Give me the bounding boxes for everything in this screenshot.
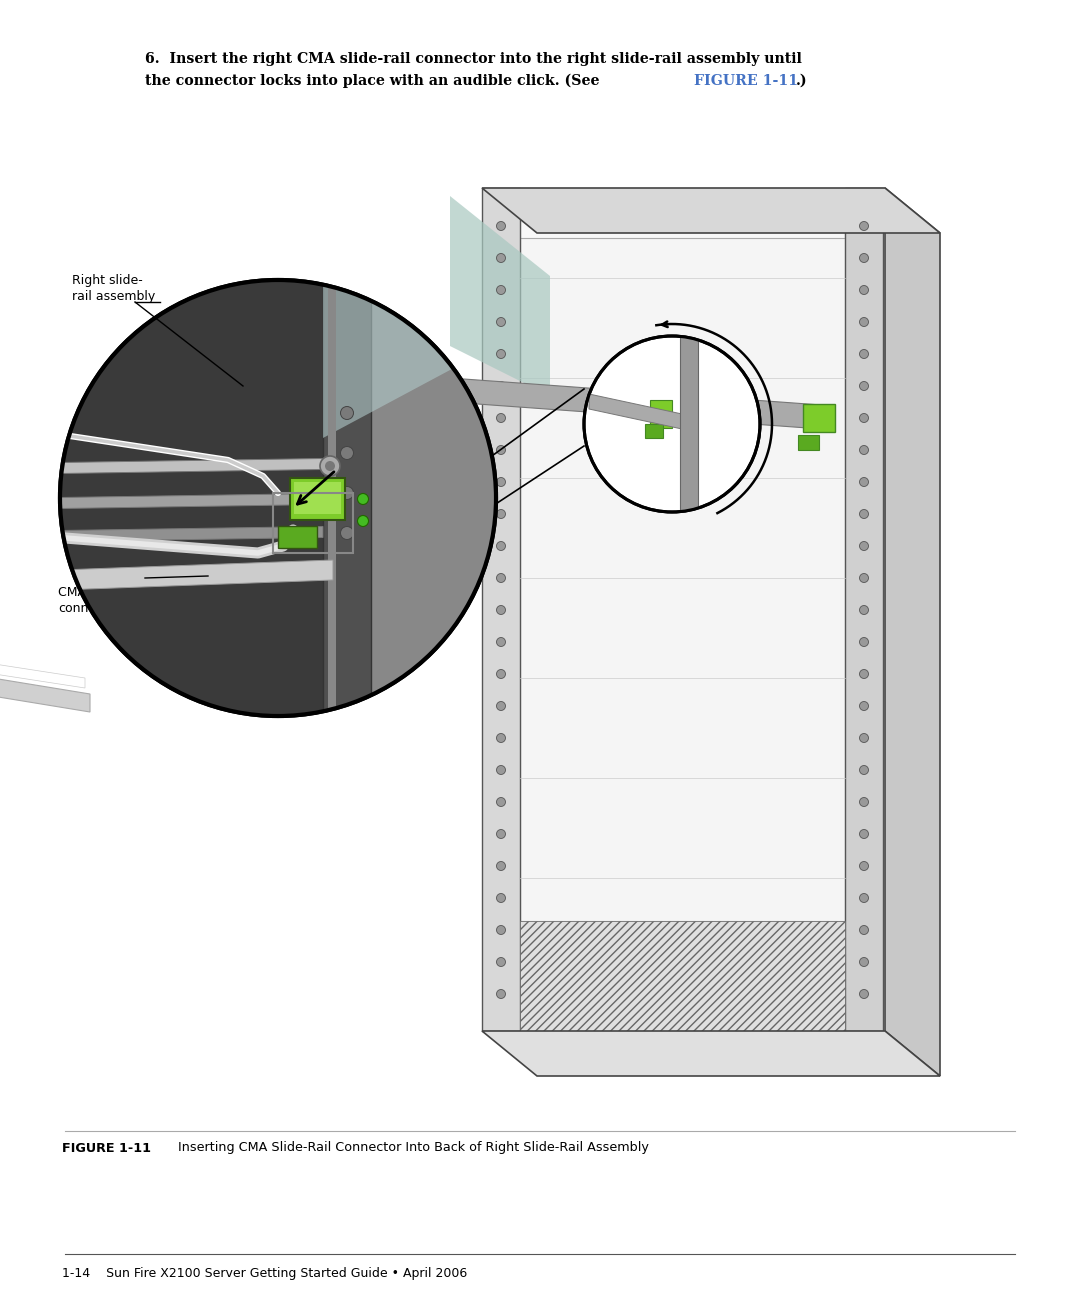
Circle shape bbox=[860, 542, 868, 551]
Polygon shape bbox=[60, 526, 323, 542]
Bar bbox=[294, 482, 341, 515]
Circle shape bbox=[497, 222, 505, 231]
Bar bbox=[645, 424, 663, 438]
Bar bbox=[680, 336, 698, 512]
Circle shape bbox=[860, 766, 868, 775]
Circle shape bbox=[860, 925, 868, 934]
Circle shape bbox=[497, 285, 505, 294]
Circle shape bbox=[497, 509, 505, 518]
Text: Right slide-
rail assembly: Right slide- rail assembly bbox=[72, 273, 156, 303]
Circle shape bbox=[860, 797, 868, 806]
Circle shape bbox=[860, 862, 868, 871]
Polygon shape bbox=[395, 375, 835, 430]
Circle shape bbox=[860, 893, 868, 902]
Bar bbox=[278, 526, 316, 548]
Circle shape bbox=[497, 734, 505, 743]
Circle shape bbox=[497, 318, 505, 327]
Polygon shape bbox=[519, 188, 845, 1032]
Polygon shape bbox=[482, 1032, 940, 1076]
Circle shape bbox=[497, 670, 505, 679]
Text: FIGURE 1-11: FIGURE 1-11 bbox=[693, 74, 798, 88]
Text: CMA slide-rail
connector: CMA slide-rail connector bbox=[58, 586, 144, 616]
Circle shape bbox=[860, 605, 868, 614]
Circle shape bbox=[860, 958, 868, 967]
Bar bbox=[328, 280, 336, 715]
Polygon shape bbox=[482, 188, 519, 1032]
Circle shape bbox=[497, 381, 505, 390]
Circle shape bbox=[497, 797, 505, 806]
Text: Inserting CMA Slide-Rail Connector Into Back of Right Slide-Rail Assembly: Inserting CMA Slide-Rail Connector Into … bbox=[170, 1142, 649, 1155]
Circle shape bbox=[860, 990, 868, 998]
Bar bbox=[798, 434, 819, 450]
Bar bbox=[291, 478, 345, 520]
Circle shape bbox=[340, 526, 353, 539]
Text: 1-14    Sun Fire X2100 Server Getting Started Guide • April 2006: 1-14 Sun Fire X2100 Server Getting Start… bbox=[62, 1267, 468, 1280]
Circle shape bbox=[497, 638, 505, 647]
Text: 6.  Insert the right CMA slide-rail connector into the right slide-rail assembly: 6. Insert the right CMA slide-rail conne… bbox=[145, 52, 801, 66]
Circle shape bbox=[497, 893, 505, 902]
Circle shape bbox=[860, 285, 868, 294]
Circle shape bbox=[860, 381, 868, 390]
Circle shape bbox=[497, 958, 505, 967]
Polygon shape bbox=[450, 196, 550, 397]
Polygon shape bbox=[60, 459, 323, 473]
Circle shape bbox=[497, 350, 505, 359]
Circle shape bbox=[860, 638, 868, 647]
Circle shape bbox=[860, 413, 868, 422]
Bar bbox=[323, 280, 372, 715]
Circle shape bbox=[497, 701, 505, 710]
Polygon shape bbox=[0, 677, 90, 712]
Circle shape bbox=[584, 336, 760, 512]
Circle shape bbox=[357, 516, 368, 526]
Circle shape bbox=[497, 766, 505, 775]
Circle shape bbox=[320, 456, 340, 476]
Circle shape bbox=[860, 670, 868, 679]
Polygon shape bbox=[519, 921, 845, 1032]
Circle shape bbox=[340, 486, 353, 499]
Circle shape bbox=[860, 734, 868, 743]
Polygon shape bbox=[323, 280, 496, 438]
Circle shape bbox=[497, 829, 505, 839]
Circle shape bbox=[860, 254, 868, 263]
Bar bbox=[372, 280, 589, 715]
Text: the connector locks into place with an audible click. (See: the connector locks into place with an a… bbox=[145, 74, 605, 88]
Circle shape bbox=[60, 280, 496, 715]
Circle shape bbox=[860, 446, 868, 455]
Polygon shape bbox=[885, 188, 940, 1076]
Circle shape bbox=[860, 829, 868, 839]
Circle shape bbox=[497, 446, 505, 455]
Polygon shape bbox=[60, 494, 323, 508]
Circle shape bbox=[340, 407, 353, 420]
Polygon shape bbox=[589, 394, 681, 429]
Circle shape bbox=[497, 990, 505, 998]
Circle shape bbox=[497, 574, 505, 582]
Bar bbox=[804, 404, 835, 432]
Circle shape bbox=[860, 222, 868, 231]
Circle shape bbox=[497, 605, 505, 614]
Circle shape bbox=[860, 477, 868, 486]
Circle shape bbox=[497, 413, 505, 422]
Circle shape bbox=[497, 862, 505, 871]
Circle shape bbox=[860, 318, 868, 327]
Polygon shape bbox=[60, 560, 333, 590]
Circle shape bbox=[497, 477, 505, 486]
Polygon shape bbox=[482, 188, 940, 233]
Polygon shape bbox=[519, 238, 845, 921]
Circle shape bbox=[860, 574, 868, 582]
Polygon shape bbox=[845, 188, 883, 1032]
Text: FIGURE 1-11: FIGURE 1-11 bbox=[62, 1142, 151, 1155]
Circle shape bbox=[860, 701, 868, 710]
Circle shape bbox=[497, 925, 505, 934]
Circle shape bbox=[497, 542, 505, 551]
Circle shape bbox=[60, 280, 496, 715]
Circle shape bbox=[357, 494, 368, 504]
Circle shape bbox=[497, 254, 505, 263]
Circle shape bbox=[340, 447, 353, 460]
Circle shape bbox=[860, 350, 868, 359]
Polygon shape bbox=[0, 661, 85, 688]
Text: .): .) bbox=[796, 74, 808, 88]
Bar bbox=[650, 400, 672, 428]
Circle shape bbox=[325, 461, 335, 470]
Circle shape bbox=[860, 509, 868, 518]
